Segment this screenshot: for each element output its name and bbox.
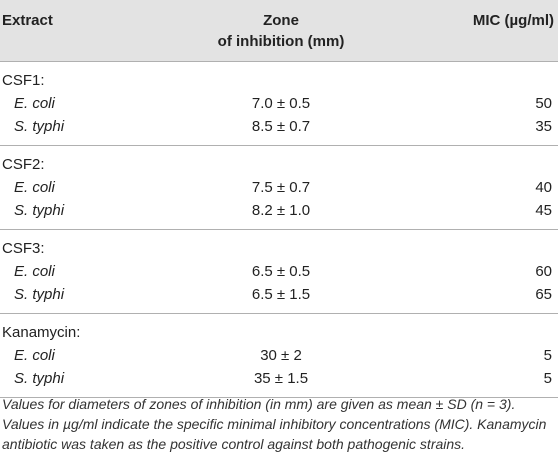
organism-cell: S. typhi (14, 118, 65, 135)
organism-cell: S. typhi (14, 286, 65, 303)
mic-cell: 5 (543, 347, 552, 364)
table-body: CSF1: E. coli 7.0 ± 0.5 50 S. typhi 8.5 … (0, 62, 558, 398)
header-zone-line1: Zone (263, 12, 299, 29)
group-label: Kanamycin: (2, 324, 81, 341)
zone-cell: 6.5 ± 1.5 (251, 286, 311, 303)
zone-cell: 7.0 ± 0.5 (251, 95, 311, 112)
group-row-kanamycin: Kanamycin: (0, 314, 558, 345)
zone-cell: 6.5 ± 0.5 (251, 263, 311, 280)
organism-cell: E. coli (14, 347, 55, 364)
table-footnote: Values for diameters of zones of inhibit… (2, 396, 547, 452)
table-row: S. typhi 6.5 ± 1.5 65 (0, 283, 558, 314)
table-row: E. coli 7.0 ± 0.5 50 (0, 92, 558, 115)
mic-cell: 50 (535, 95, 552, 112)
organism-cell: E. coli (14, 179, 55, 196)
group-label: CSF3: (2, 240, 45, 257)
zone-cell: 8.2 ± 1.0 (251, 202, 311, 219)
table-header: Extract Zone of inhibition (mm) MIC (µg/… (0, 0, 558, 62)
header-zone-line2: of inhibition (mm) (217, 33, 345, 50)
group-row-csf1: CSF1: (0, 62, 558, 93)
table-row: E. coli 7.5 ± 0.7 40 (0, 176, 558, 199)
zone-cell: 7.5 ± 0.7 (251, 179, 311, 196)
group-row-csf2: CSF2: (0, 146, 558, 177)
table-row: S. typhi 8.2 ± 1.0 45 (0, 199, 558, 230)
table-row: S. typhi 35 ± 1.5 5 (0, 367, 558, 398)
zone-cell: 35 ± 1.5 (253, 370, 309, 387)
mic-cell: 45 (535, 202, 552, 219)
results-table: Extract Zone of inhibition (mm) MIC (µg/… (0, 0, 558, 398)
organism-cell: E. coli (14, 263, 55, 280)
mic-cell: 35 (535, 118, 552, 135)
group-label: CSF2: (2, 156, 45, 173)
organism-cell: S. typhi (14, 202, 65, 219)
mic-cell: 60 (535, 263, 552, 280)
header-zone: Zone of inhibition (mm) (188, 0, 374, 62)
organism-cell: E. coli (14, 95, 55, 112)
mic-cell: 40 (535, 179, 552, 196)
zone-cell: 30 ± 2 (260, 347, 302, 364)
mic-cell: 65 (535, 286, 552, 303)
group-row-csf3: CSF3: (0, 230, 558, 261)
mic-cell: 5 (543, 370, 552, 387)
table-row: S. typhi 8.5 ± 0.7 35 (0, 115, 558, 146)
group-label: CSF1: (2, 72, 45, 89)
header-row: Extract Zone of inhibition (mm) MIC (µg/… (0, 0, 558, 62)
zone-cell: 8.5 ± 0.7 (251, 118, 311, 135)
header-mic: MIC (µg/ml) (374, 0, 558, 62)
header-extract: Extract (0, 0, 188, 62)
table-row: E. coli 6.5 ± 0.5 60 (0, 260, 558, 283)
organism-cell: S. typhi (14, 370, 65, 387)
results-table-container: Extract Zone of inhibition (mm) MIC (µg/… (0, 0, 558, 398)
table-row: E. coli 30 ± 2 5 (0, 344, 558, 367)
